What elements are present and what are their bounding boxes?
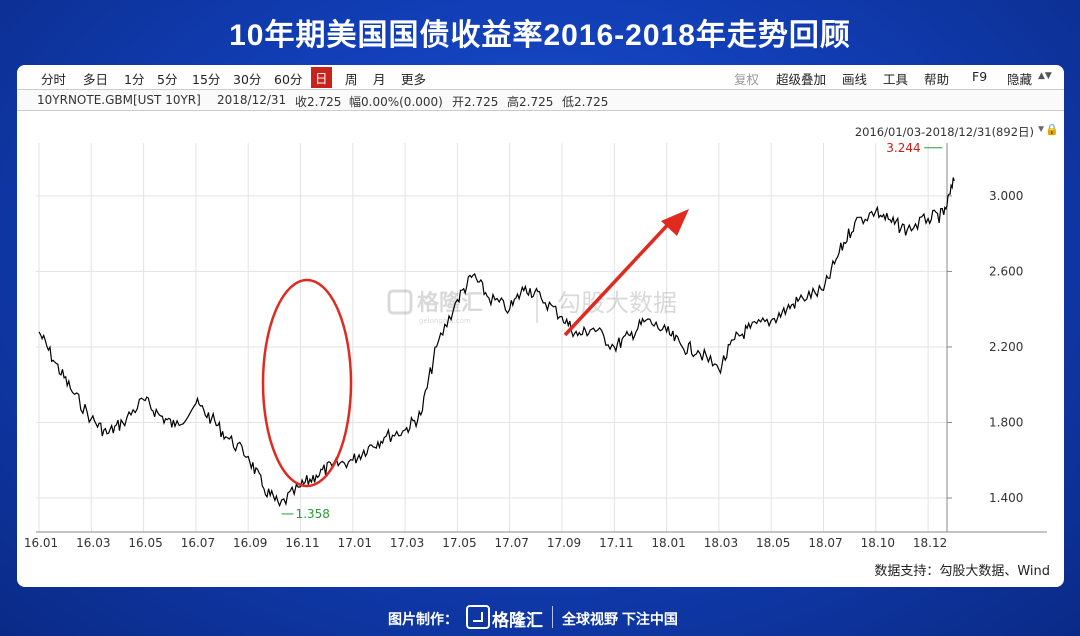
x-tick-label: 18.01 — [651, 536, 685, 550]
low-label: 低2.725 — [562, 95, 609, 109]
annotations: 1.358 3.244 — [281, 141, 943, 521]
footer-divider — [552, 606, 553, 628]
overlay-button[interactable]: 超级叠加 — [776, 72, 827, 87]
yield-chart: 16.01 16.03 16.05 16.07 16.09 16.11 17.01 17.03… — [24, 141, 1047, 550]
hide-button[interactable]: 隐藏 — [1007, 72, 1033, 87]
y-tick-label: 1.800 — [989, 415, 1023, 429]
tab-multiday[interactable]: 多日 — [83, 72, 109, 87]
tab-intraday[interactable]: 分时 — [41, 72, 67, 87]
x-tick-label: 16.11 — [285, 536, 319, 550]
lock-icon[interactable]: 🔒 — [1045, 124, 1059, 136]
x-tick-label: 17.01 — [338, 536, 372, 550]
symbol-label: 10YRNOTE.GBM[UST 10YR] — [37, 93, 201, 107]
tools-button[interactable]: 工具 — [883, 72, 909, 87]
page-title: 10年期美国国债收益率2016-2018年走势回顾 — [229, 19, 851, 52]
x-tick-label: 17.07 — [495, 536, 529, 550]
x-tick-label: 18.05 — [756, 536, 790, 550]
watermark-logo-icon — [387, 289, 413, 315]
x-tick-label: 16.07 — [181, 536, 215, 550]
footer-slogan: 全球视野 下注中国 — [562, 611, 678, 627]
chart-grid — [36, 143, 947, 532]
x-tick-label: 17.03 — [390, 536, 424, 550]
dropdown-icon[interactable]: ▼ — [1036, 124, 1046, 135]
y-tick-label: 1.400 — [989, 491, 1023, 505]
y-tick-label: 3.000 — [989, 189, 1023, 203]
high-annotation: 3.244 — [886, 141, 920, 155]
tab-1min[interactable]: 1分 — [124, 72, 145, 87]
date-range-label: 2016/01/03-2018/12/31(892日) — [854, 125, 1034, 139]
tab-5min[interactable]: 5分 — [157, 72, 178, 87]
x-tick-label: 17.05 — [442, 536, 476, 550]
chart-panel: 分时 多日 1分 5分 15分 30分 60分 日 周 月 更多 复权 超级叠加… — [17, 65, 1064, 587]
f9-button[interactable]: F9 — [972, 69, 988, 84]
high-label: 高2.725 — [507, 95, 554, 109]
change-label: 幅0.00%(0.000) — [349, 95, 443, 109]
x-tick-labels: 16.01 16.03 16.05 16.07 16.09 16.11 17.01 17.03… — [24, 536, 947, 550]
y-tick-label: 2.600 — [989, 264, 1023, 278]
x-tick-label: 16.01 — [24, 536, 58, 550]
watermark-sub: gelonghui.com — [419, 317, 471, 325]
x-tick-label: 17.09 — [547, 536, 581, 550]
tab-more[interactable]: 更多 — [401, 72, 427, 87]
date-label: 2018/12/31 — [217, 93, 287, 107]
expand-icon[interactable]: ▲▼ — [1038, 71, 1052, 81]
x-tick-label: 16.09 — [233, 536, 267, 550]
brand-logo-icon — [466, 605, 490, 629]
close-label: 收2.725 — [295, 95, 342, 109]
watermark-brand: 格隆汇 — [417, 290, 483, 316]
y-tick-label: 2.200 — [989, 340, 1023, 354]
x-tick-label: 18.10 — [861, 536, 895, 550]
tab-day[interactable]: 日 — [311, 67, 332, 88]
open-label: 开2.725 — [452, 95, 499, 109]
draw-button[interactable]: 画线 — [842, 72, 868, 87]
footer: 图片制作： 格隆汇 全球视野 下注中国 — [0, 600, 1080, 636]
watermark-partner: 勾股大数据 — [557, 289, 677, 317]
period-toolbar: 分时 多日 1分 5分 15分 30分 60分 日 周 月 更多 复权 超级叠加… — [17, 65, 1064, 89]
low-annotation: 1.358 — [296, 507, 330, 521]
x-tick-label: 16.05 — [128, 536, 162, 550]
highlight-ellipse — [261, 278, 353, 488]
watermark: 格隆汇 gelonghui.com 勾股大数据 — [387, 287, 677, 325]
data-source: 数据支持：勾股大数据、Wind — [874, 564, 1050, 579]
x-tick-label: 17.11 — [599, 536, 633, 550]
tab-month[interactable]: 月 — [373, 72, 386, 87]
tab-15min[interactable]: 15分 — [192, 72, 221, 87]
tab-60min[interactable]: 60分 — [274, 72, 303, 87]
footer-brand: 格隆汇 — [492, 611, 543, 630]
yield-series-line — [38, 177, 955, 508]
adjust-button[interactable]: 复权 — [734, 72, 760, 87]
trend-arrow-shaft — [563, 216, 676, 337]
x-tick-label: 16.03 — [76, 536, 110, 550]
x-tick-label: 18.03 — [704, 536, 738, 550]
help-button[interactable]: 帮助 — [924, 72, 950, 87]
quote-info-bar: 10YRNOTE.GBM[UST 10YR] 2018/12/31 收2.725… — [17, 89, 1064, 111]
tab-week[interactable]: 周 — [345, 72, 358, 87]
y-tick-labels: 1.400 1.800 2.200 2.600 3.000 — [947, 189, 1023, 505]
x-tick-label: 18.07 — [808, 536, 842, 550]
trend-arrow-head — [661, 209, 689, 236]
made-by-label: 图片制作： — [388, 611, 458, 627]
tab-30min[interactable]: 30分 — [233, 72, 262, 87]
x-tick-label: 18.12 — [913, 536, 947, 550]
